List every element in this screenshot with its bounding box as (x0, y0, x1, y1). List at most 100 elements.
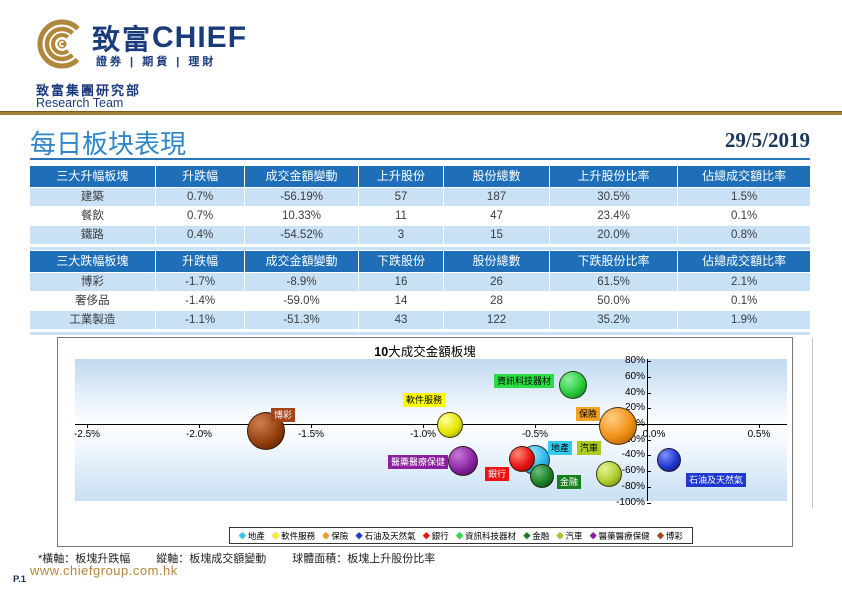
table-cell: -56.19% (244, 188, 358, 206)
x-tickmark (199, 424, 200, 428)
legend-label: 金融 (532, 530, 550, 541)
x-tick-label: -2.5% (73, 429, 101, 440)
x-tick-label: -2.0% (185, 429, 213, 440)
legend-label: 醫藥醫療保健 (598, 530, 650, 541)
table-cell: -1.4% (154, 292, 245, 310)
losers-header-row: 三大跌幅板塊 升跌幅 成交金額變動 下跌股份 股份總數 下跌股份比率 佔總成交額比率 (30, 251, 810, 273)
bubble-label: 軟件服務 (403, 393, 446, 407)
bubble-label: 資訊科技器材 (494, 374, 555, 388)
footnote-segment: 球體面積：板塊上升股份比率 (292, 553, 436, 565)
x-tickmark (87, 424, 88, 428)
x-tickmark (423, 424, 424, 428)
legend-item: ◆ 金融 (523, 530, 549, 542)
y-axis (647, 359, 648, 501)
x-tickmark (311, 424, 312, 428)
report-date: 29/5/2019 (724, 128, 810, 152)
chart-title: 10大成交金額板塊 (58, 341, 792, 360)
legend-item: ◆ 博彩 (657, 530, 683, 542)
table-cell: 1.9% (677, 311, 810, 329)
chart-footnote: *橫軸：板塊升跌幅 縱軸：板塊成交額變動 球體面積：板塊上升股份比率 (38, 550, 461, 566)
table-bottom-strip (30, 247, 810, 250)
table-row: 博彩 -1.7% -8.9% 16 26 61.5% 2.1% (30, 273, 810, 292)
page-title: 每日板块表現 (30, 130, 187, 159)
table-cell: 16 (357, 273, 444, 291)
chart-bubble (529, 463, 554, 488)
table-row: 建築 0.7% -56.19% 57 187 30.5% 1.5% (30, 188, 810, 207)
legend-label: 石油及天然氣 (364, 530, 416, 541)
legend-label: 資訊科技器材 (465, 530, 517, 541)
table-row: 工業製造 -1.1% -51.3% 43 122 35.2% 1.9% (30, 311, 810, 330)
table-cell: 10.33% (244, 207, 358, 225)
y-tickmark (647, 392, 651, 394)
legend-item: ◆ 資訊科技器材 (456, 530, 516, 542)
top-gainers-table: 三大升幅板塊 升跌幅 成交金額變動 上升股份 股份總數 上升股份比率 佔總成交額比率 建築 0.… (30, 166, 810, 250)
x-axis (75, 424, 787, 425)
top-losers-table: 三大跌幅板塊 升跌幅 成交金額變動 下跌股份 股份總數 下跌股份比率 佔總成交額比率 博彩 -1… (30, 251, 810, 335)
legend-item: ◆ 軟件服務 (272, 530, 315, 542)
table-cell: 187 (443, 188, 549, 206)
title-underline (30, 158, 810, 160)
y-tick-label: 0% (630, 418, 645, 429)
legend-diamond-icon: ◆ (355, 530, 363, 540)
legend-diamond-icon: ◆ (556, 530, 564, 540)
page-number: P.1 (13, 574, 27, 585)
x-tick-label: -0.5% (521, 429, 549, 440)
table-cell: 0.1% (677, 292, 810, 310)
bubble-label: 銀行 (485, 467, 510, 481)
y-tickmark (647, 502, 651, 504)
legend-item: ◆ 醫藥醫療保健 (590, 530, 650, 542)
table-cell: 0.8% (677, 226, 810, 244)
table-row: 奢侈品 -1.4% -59.0% 14 28 50.0% 0.1% (30, 292, 810, 311)
legend-diamond-icon: ◆ (456, 530, 464, 540)
legend-label: 博彩 (665, 530, 683, 541)
table-cell: 26 (443, 273, 549, 291)
chart-legend: ◆ 地產 ◆ 軟件服務 ◆ 保險 ◆ 石油及天然氣 ◆ 銀行 ◆ 資訊科技器材 ◆ 金融 ◆ 汽車 ◆ 醫藥醫療保… (229, 527, 693, 544)
y-tickmark (647, 439, 651, 441)
research-dept-cn: 致富集團研究部 (36, 83, 142, 98)
table-header-cell: 上升股份比率 (548, 166, 678, 187)
sector-name-cell: 工業製造 (30, 311, 155, 329)
sector-name-cell: 餐飲 (30, 207, 155, 225)
x-tickmark (759, 424, 760, 428)
legend-label: 軟件服務 (281, 530, 316, 541)
chart-bubble (657, 448, 682, 473)
y-tick-label: 20% (624, 402, 645, 414)
y-tick-label: 60% (624, 370, 645, 382)
website-link[interactable]: www.chiefgroup.com.hk (30, 563, 178, 578)
legend-item: ◆ 汽車 (557, 530, 583, 542)
logo-tagline: 證券 | 期貨 | 理財 (96, 56, 217, 68)
chart-bubble (508, 446, 535, 473)
legend-diamond-icon: ◆ (322, 530, 330, 540)
y-tick-label: 80% (624, 355, 645, 367)
bubble-label: 保險 (576, 407, 601, 421)
legend-item: ◆ 銀行 (423, 530, 449, 542)
table-cell: 15 (443, 226, 549, 244)
legend-label: 保險 (331, 530, 349, 541)
table-cell: 0.7% (154, 188, 245, 206)
table-header-cell: 佔總成交額比率 (677, 251, 810, 272)
table-header-cell: 三大升幅板塊 (30, 166, 155, 187)
chart-bubble (448, 445, 479, 476)
table-row: 鐵路 0.4% -54.52% 3 15 20.0% 0.8% (30, 226, 810, 245)
table-header-cell: 升跌幅 (154, 166, 245, 187)
chart-plot-area: -2.5% -2.0% -1.5% -1.0% -0.5% 0.0% 0.5% 80% 60% 4… (74, 355, 787, 508)
y-tickmark (647, 361, 651, 363)
legend-label: 汽車 (565, 530, 583, 541)
table-cell: 61.5% (548, 273, 678, 291)
legend-item: ◆ 地產 (239, 530, 265, 542)
table-header-cell: 成交金額變動 (244, 251, 358, 272)
legend-label: 銀行 (431, 530, 449, 541)
y-tickmark (647, 376, 651, 378)
table-cell: 50.0% (548, 292, 678, 310)
table-bottom-strip (30, 332, 810, 335)
y-tick-label: -40% (621, 449, 645, 461)
table-cell: -59.0% (244, 292, 358, 310)
y-tick-label: -80% (621, 480, 645, 492)
table-cell: -1.1% (154, 311, 245, 329)
chief-logo-icon (37, 19, 87, 69)
table-cell: -1.7% (154, 273, 245, 291)
table-cell: 23.4% (548, 207, 678, 225)
sector-name-cell: 建築 (30, 188, 155, 206)
y-tickmark (647, 471, 651, 473)
sector-name-cell: 奢侈品 (30, 292, 155, 310)
